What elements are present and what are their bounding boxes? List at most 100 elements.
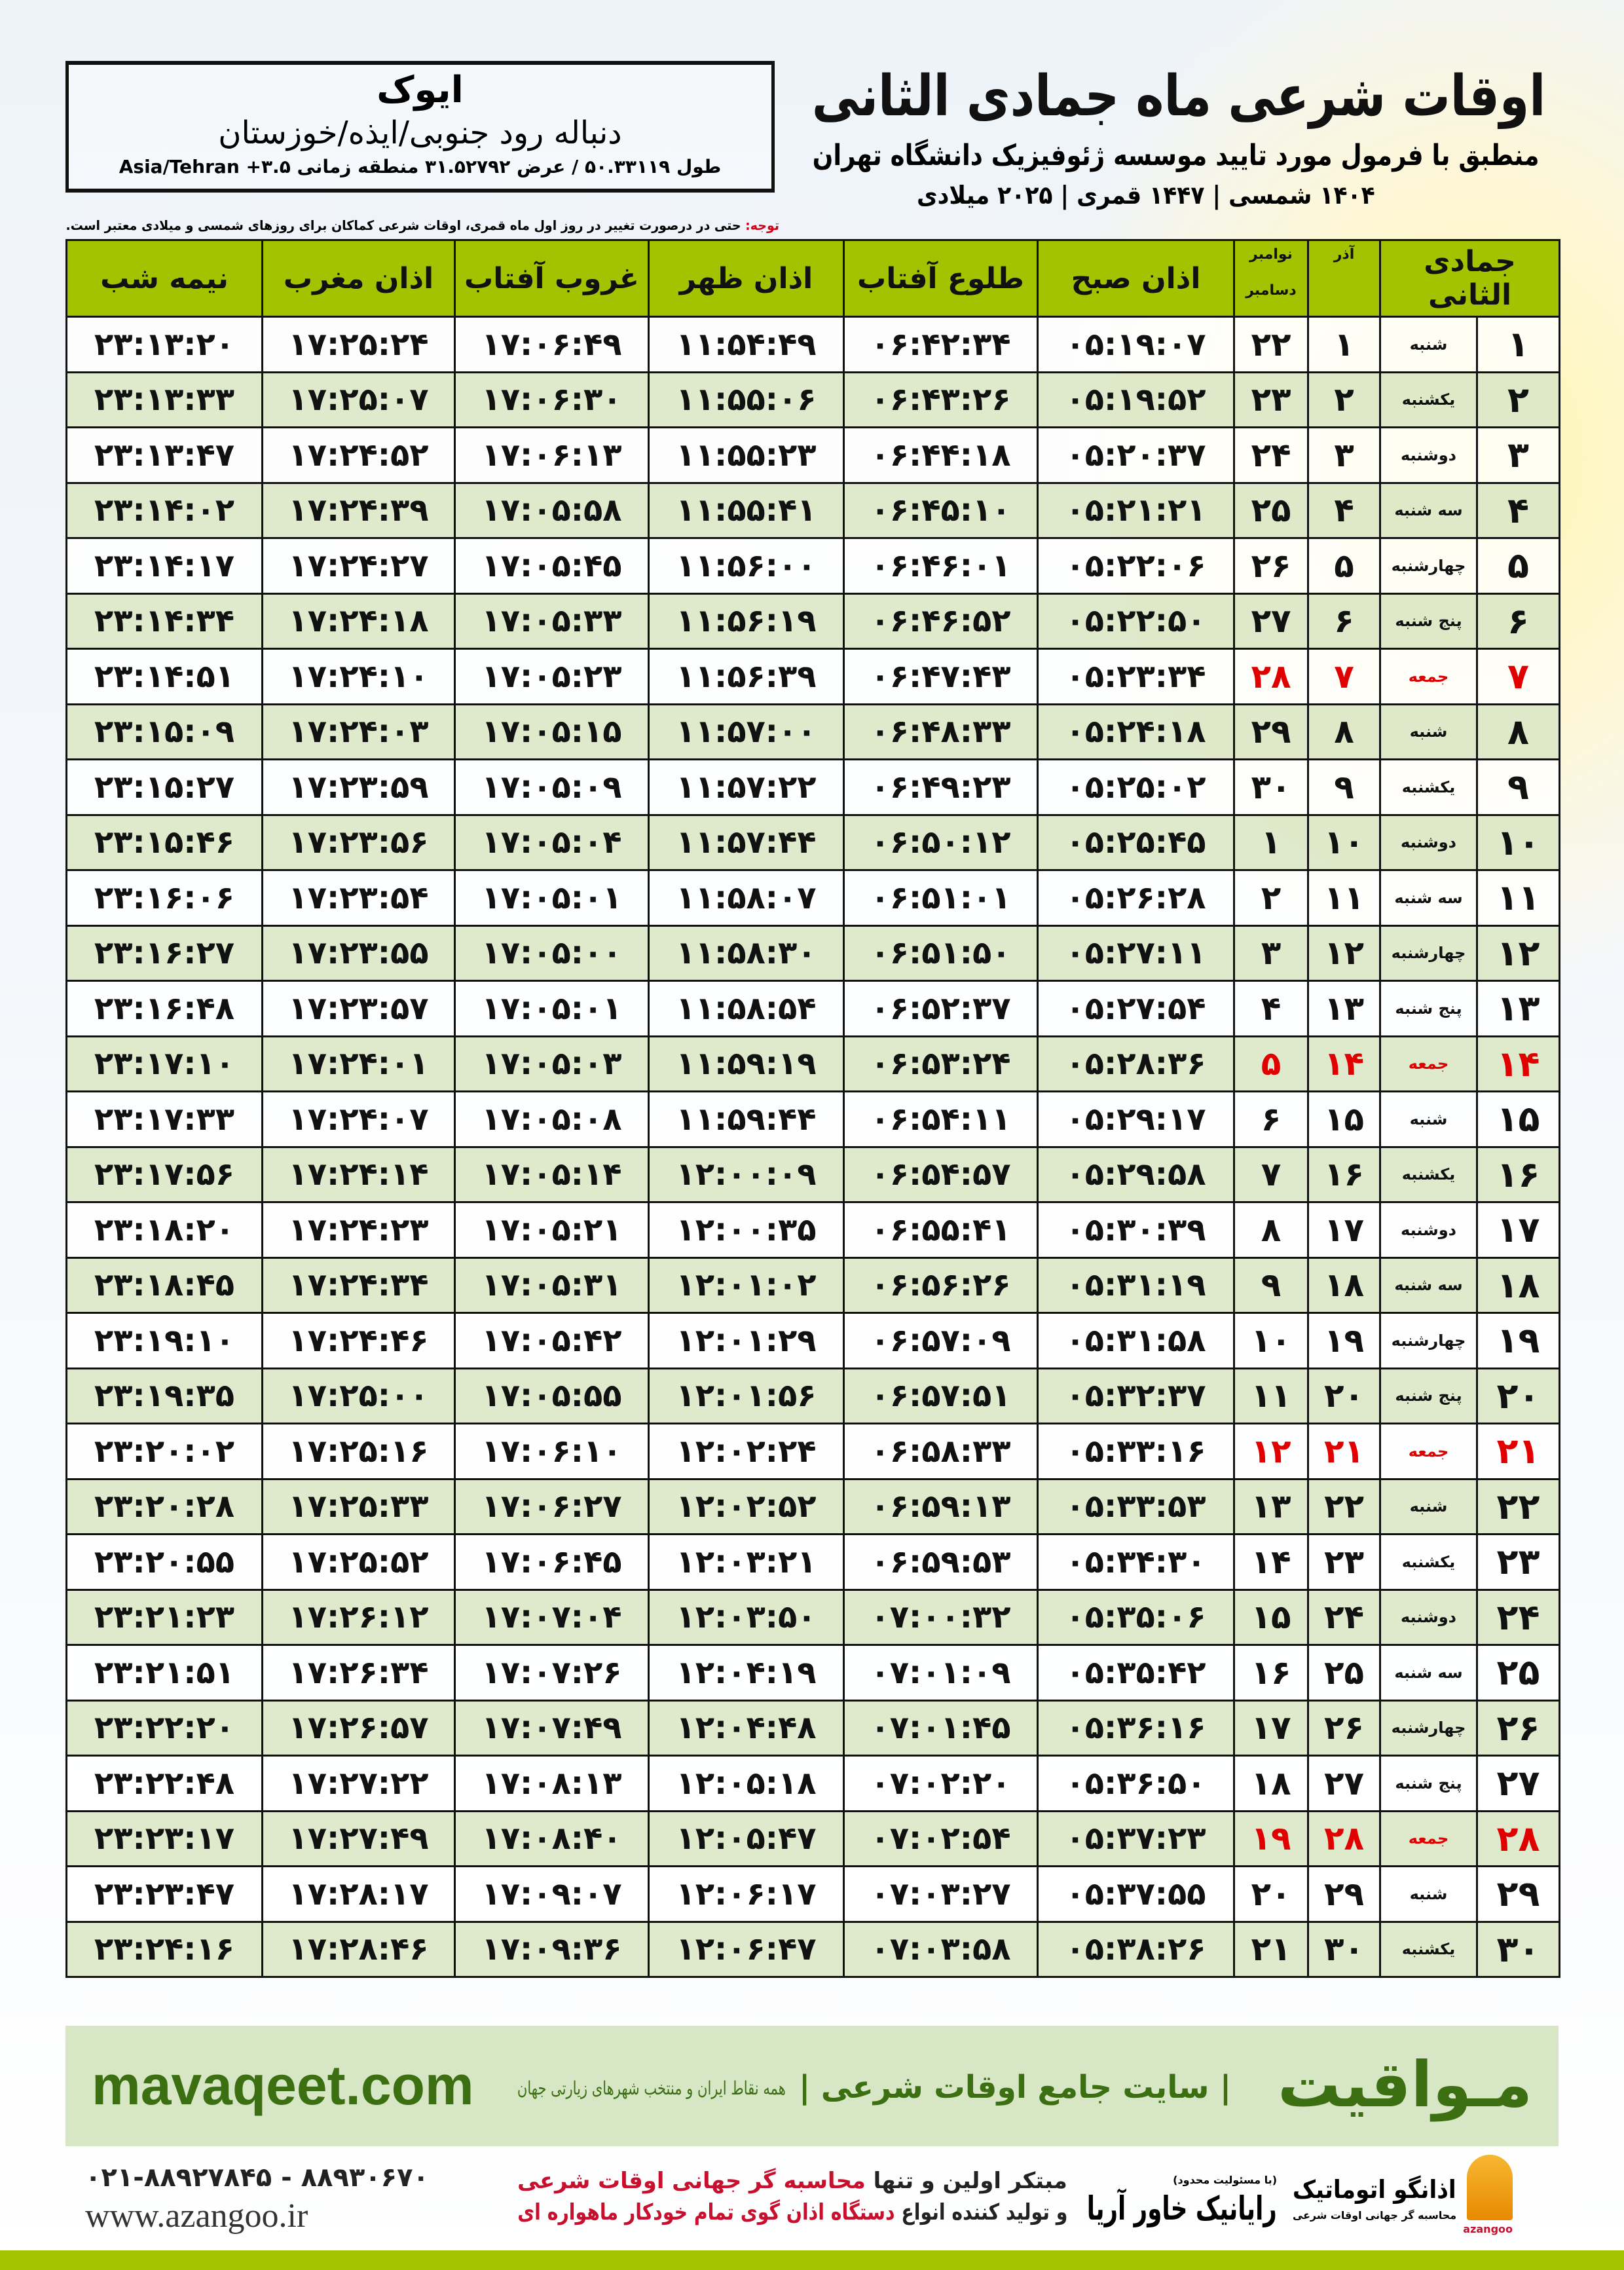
dhuhr-time: ۱۲:۰۴:۱۹ (648, 1644, 845, 1702)
table-row: ۶ پنج شنبه ۶ ۲۷ ۰۵:۲۲:۵۰ ۰۶:۴۶:۵۲ ۱۱:۵۶:۱۹ ۱۷:۰… (65, 592, 1561, 650)
fajr-time: ۰۵:۳۶:۱۶ (1037, 1699, 1235, 1757)
weekday: چهارشنبه (1378, 1699, 1479, 1757)
gregorian-day: ۱۷ (1233, 1699, 1309, 1757)
dhuhr-time: ۱۱:۵۶:۱۹ (648, 592, 845, 650)
weekday: دوشنبه (1378, 426, 1479, 484)
bottom-bar (0, 2250, 1624, 2270)
fajr-time: ۰۵:۲۸:۳۶ (1037, 1035, 1235, 1092)
hijri-day: ۲۶ (1476, 1699, 1561, 1757)
sunrise-time: ۰۶:۵۴:۱۱ (843, 1090, 1039, 1148)
mavaqeet-url[interactable]: mavaqeet.com (92, 2049, 498, 2121)
azar-day: ۸ (1307, 703, 1381, 760)
maghrib-time: ۱۷:۲۳:۵۵ (261, 924, 456, 982)
gregorian-day: ۲۹ (1233, 703, 1309, 760)
azar-day: ۲۰ (1307, 1367, 1381, 1424)
page-subtitle-text: منطبق با فرمول مورد تایید موسسه ژئوفیزیک… (812, 139, 1539, 172)
fajr-time: ۰۵:۱۹:۰۷ (1037, 316, 1235, 373)
midnight-time: ۲۳:۲۰:۲۸ (65, 1478, 263, 1535)
location-box: ایوک دنباله رود جنوبی/ایذه/خوزستان طول ۵… (65, 61, 775, 193)
hijri-day: ۱۲ (1476, 924, 1561, 982)
sunrise-time: ۰۶:۵۴:۵۷ (843, 1145, 1039, 1203)
dhuhr-time: ۱۲:۰۵:۱۸ (648, 1755, 845, 1812)
page-subtitle: منطبق با فرمول مورد تایید موسسه ژئوفیزیک… (812, 136, 1539, 176)
dhuhr-time: ۱۱:۵۹:۱۹ (648, 1035, 845, 1092)
note-text: حتی در درصورت تغییر در روز اول ماه قمری،… (65, 217, 746, 233)
hijri-day: ۱۹ (1476, 1312, 1561, 1369)
weekday: یکشنبه (1378, 1145, 1479, 1203)
dhuhr-time: ۱۱:۵۹:۴۴ (648, 1090, 845, 1148)
fajr-time: ۰۵:۳۸:۲۶ (1037, 1920, 1235, 1978)
maghrib-time: ۱۷:۲۷:۲۲ (261, 1755, 456, 1812)
weekday: شنبه (1378, 703, 1479, 760)
sunrise-time: ۰۶:۵۲:۳۷ (843, 980, 1039, 1037)
hijri-day: ۳ (1476, 426, 1561, 484)
maghrib-time: ۱۷:۲۴:۴۶ (261, 1312, 456, 1369)
weekday: سه شنبه (1378, 1644, 1479, 1702)
header-month: جمادی الثانی (1378, 239, 1561, 318)
table-row: ۲۰ پنج شنبه ۲۰ ۱۱ ۰۵:۳۲:۳۷ ۰۶:۵۷:۵۱ ۱۲:۰۱:۵۶ ۱۷… (65, 1367, 1561, 1424)
azangoo-logo-en: azangoo (1463, 2223, 1513, 2235)
midnight-time: ۲۳:۱۸:۴۵ (65, 1256, 263, 1314)
note: توجه: حتی در درصورت تغییر در روز اول ماه… (65, 216, 779, 234)
mavaqeet-logo-text: مـواقیت (1277, 2048, 1532, 2121)
table-row: ۲۱ جمعه ۲۱ ۱۲ ۰۵:۳۳:۱۶ ۰۶:۵۸:۳۳ ۱۲:۰۲:۲۴ ۱۷:۰۶:… (65, 1423, 1561, 1480)
page-title: اوقات شرعی ماه جمادی الثانی (812, 60, 1545, 132)
weekday: سه شنبه (1378, 869, 1479, 927)
dhuhr-time: ۱۲:۰۶:۱۷ (648, 1865, 845, 1923)
midnight-time: ۲۳:۱۷:۵۶ (65, 1145, 263, 1203)
azar-day: ۱۴ (1307, 1035, 1381, 1092)
hijri-day: ۲۱ (1476, 1423, 1561, 1480)
weekday: سه شنبه (1378, 481, 1479, 539)
maghrib-time: ۱۷:۲۴:۳۹ (261, 481, 456, 539)
sunset-time: ۱۷:۰۶:۱۰ (454, 1423, 650, 1480)
dhuhr-time: ۱۲:۰۲:۵۲ (648, 1478, 845, 1535)
gregorian-day: ۱۱ (1233, 1367, 1309, 1424)
sunrise-time: ۰۶:۵۱:۵۰ (843, 924, 1039, 982)
midnight-time: ۲۳:۱۴:۵۱ (65, 648, 263, 705)
azar-day: ۱ (1307, 316, 1381, 373)
fajr-time: ۰۵:۲۲:۵۰ (1037, 592, 1235, 650)
maghrib-time: ۱۷:۲۴:۲۳ (261, 1201, 456, 1259)
fajr-time: ۰۵:۳۰:۳۹ (1037, 1201, 1235, 1259)
mavaqeet-tagline-text: | سایت جامع اوقات شرعی | (798, 2069, 1231, 2106)
azar-day: ۲ (1307, 371, 1381, 428)
fajr-time: ۰۵:۳۱:۱۹ (1037, 1256, 1235, 1314)
hijri-day: ۱۴ (1476, 1035, 1561, 1092)
sunset-time: ۱۷:۰۵:۵۸ (454, 481, 650, 539)
coordinates: طول ۵۰.۳۳۱۱۹ / عرض ۳۱.۵۲۷۹۲ منطقه زمانی … (79, 153, 761, 181)
sunrise-time: ۰۶:۵۹:۵۳ (843, 1533, 1039, 1591)
azar-day: ۱۳ (1307, 980, 1381, 1037)
sunrise-time: ۰۶:۵۵:۴۱ (843, 1201, 1039, 1259)
hijri-day: ۱۰ (1476, 813, 1561, 871)
weekday: سه شنبه (1378, 1256, 1479, 1314)
sunset-time: ۱۷:۰۶:۳۰ (454, 371, 650, 428)
table-row: ۳۰ یکشنبه ۳۰ ۲۱ ۰۵:۳۸:۲۶ ۰۷:۰۳:۵۸ ۱۲:۰۶:۴۷ ۱۷:۰… (65, 1920, 1561, 1978)
maghrib-time: ۱۷:۲۴:۰۱ (261, 1035, 456, 1092)
gregorian-day: ۲۰ (1233, 1865, 1309, 1923)
azar-day: ۱۶ (1307, 1145, 1381, 1203)
hijri-day: ۱۳ (1476, 980, 1561, 1037)
midnight-time: ۲۳:۱۳:۳۳ (65, 371, 263, 428)
sunset-time: ۱۷:۰۵:۱۵ (454, 703, 650, 760)
midnight-time: ۲۳:۲۳:۱۷ (65, 1810, 263, 1867)
weekday: پنج شنبه (1378, 980, 1479, 1037)
header-november: نوامبر (1249, 246, 1293, 263)
midnight-time: ۲۳:۱۶:۲۷ (65, 924, 263, 982)
header-december: دسامبر (1246, 282, 1297, 299)
sunset-time: ۱۷:۰۹:۳۶ (454, 1920, 650, 1978)
sunset-time: ۱۷:۰۶:۴۵ (454, 1533, 650, 1591)
note-inner: توجه: حتی در درصورت تغییر در روز اول ماه… (66, 216, 779, 234)
midnight-time: ۲۳:۲۴:۱۶ (65, 1920, 263, 1978)
azangoo-url-text[interactable]: www.azangoo.ir (85, 2197, 308, 2235)
dhuhr-time: ۱۱:۵۴:۴۹ (648, 316, 845, 373)
table-row: ۱۴ جمعه ۱۴ ۵ ۰۵:۲۸:۳۶ ۰۶:۵۳:۲۴ ۱۱:۵۹:۱۹ ۱۷:۰۵:۰… (65, 1035, 1561, 1092)
fajr-time: ۰۵:۲۵:۴۵ (1037, 813, 1235, 871)
azangoo-url[interactable]: www.azangoo.ir (85, 2195, 491, 2237)
sunrise-time: ۰۶:۴۲:۳۴ (843, 316, 1039, 373)
weekday: شنبه (1378, 1478, 1479, 1535)
mavaqeet-logo: مـواقیت (1244, 2045, 1532, 2124)
mavaqeet-url-text[interactable]: mavaqeet.com (92, 2055, 474, 2116)
table-row: ۷ جمعه ۷ ۲۸ ۰۵:۲۳:۳۴ ۰۶:۴۷:۴۳ ۱۱:۵۶:۳۹ ۱۷:۰۵:۲۳… (65, 648, 1561, 705)
azar-day: ۷ (1307, 648, 1381, 705)
hijri-day: ۲۰ (1476, 1367, 1561, 1424)
